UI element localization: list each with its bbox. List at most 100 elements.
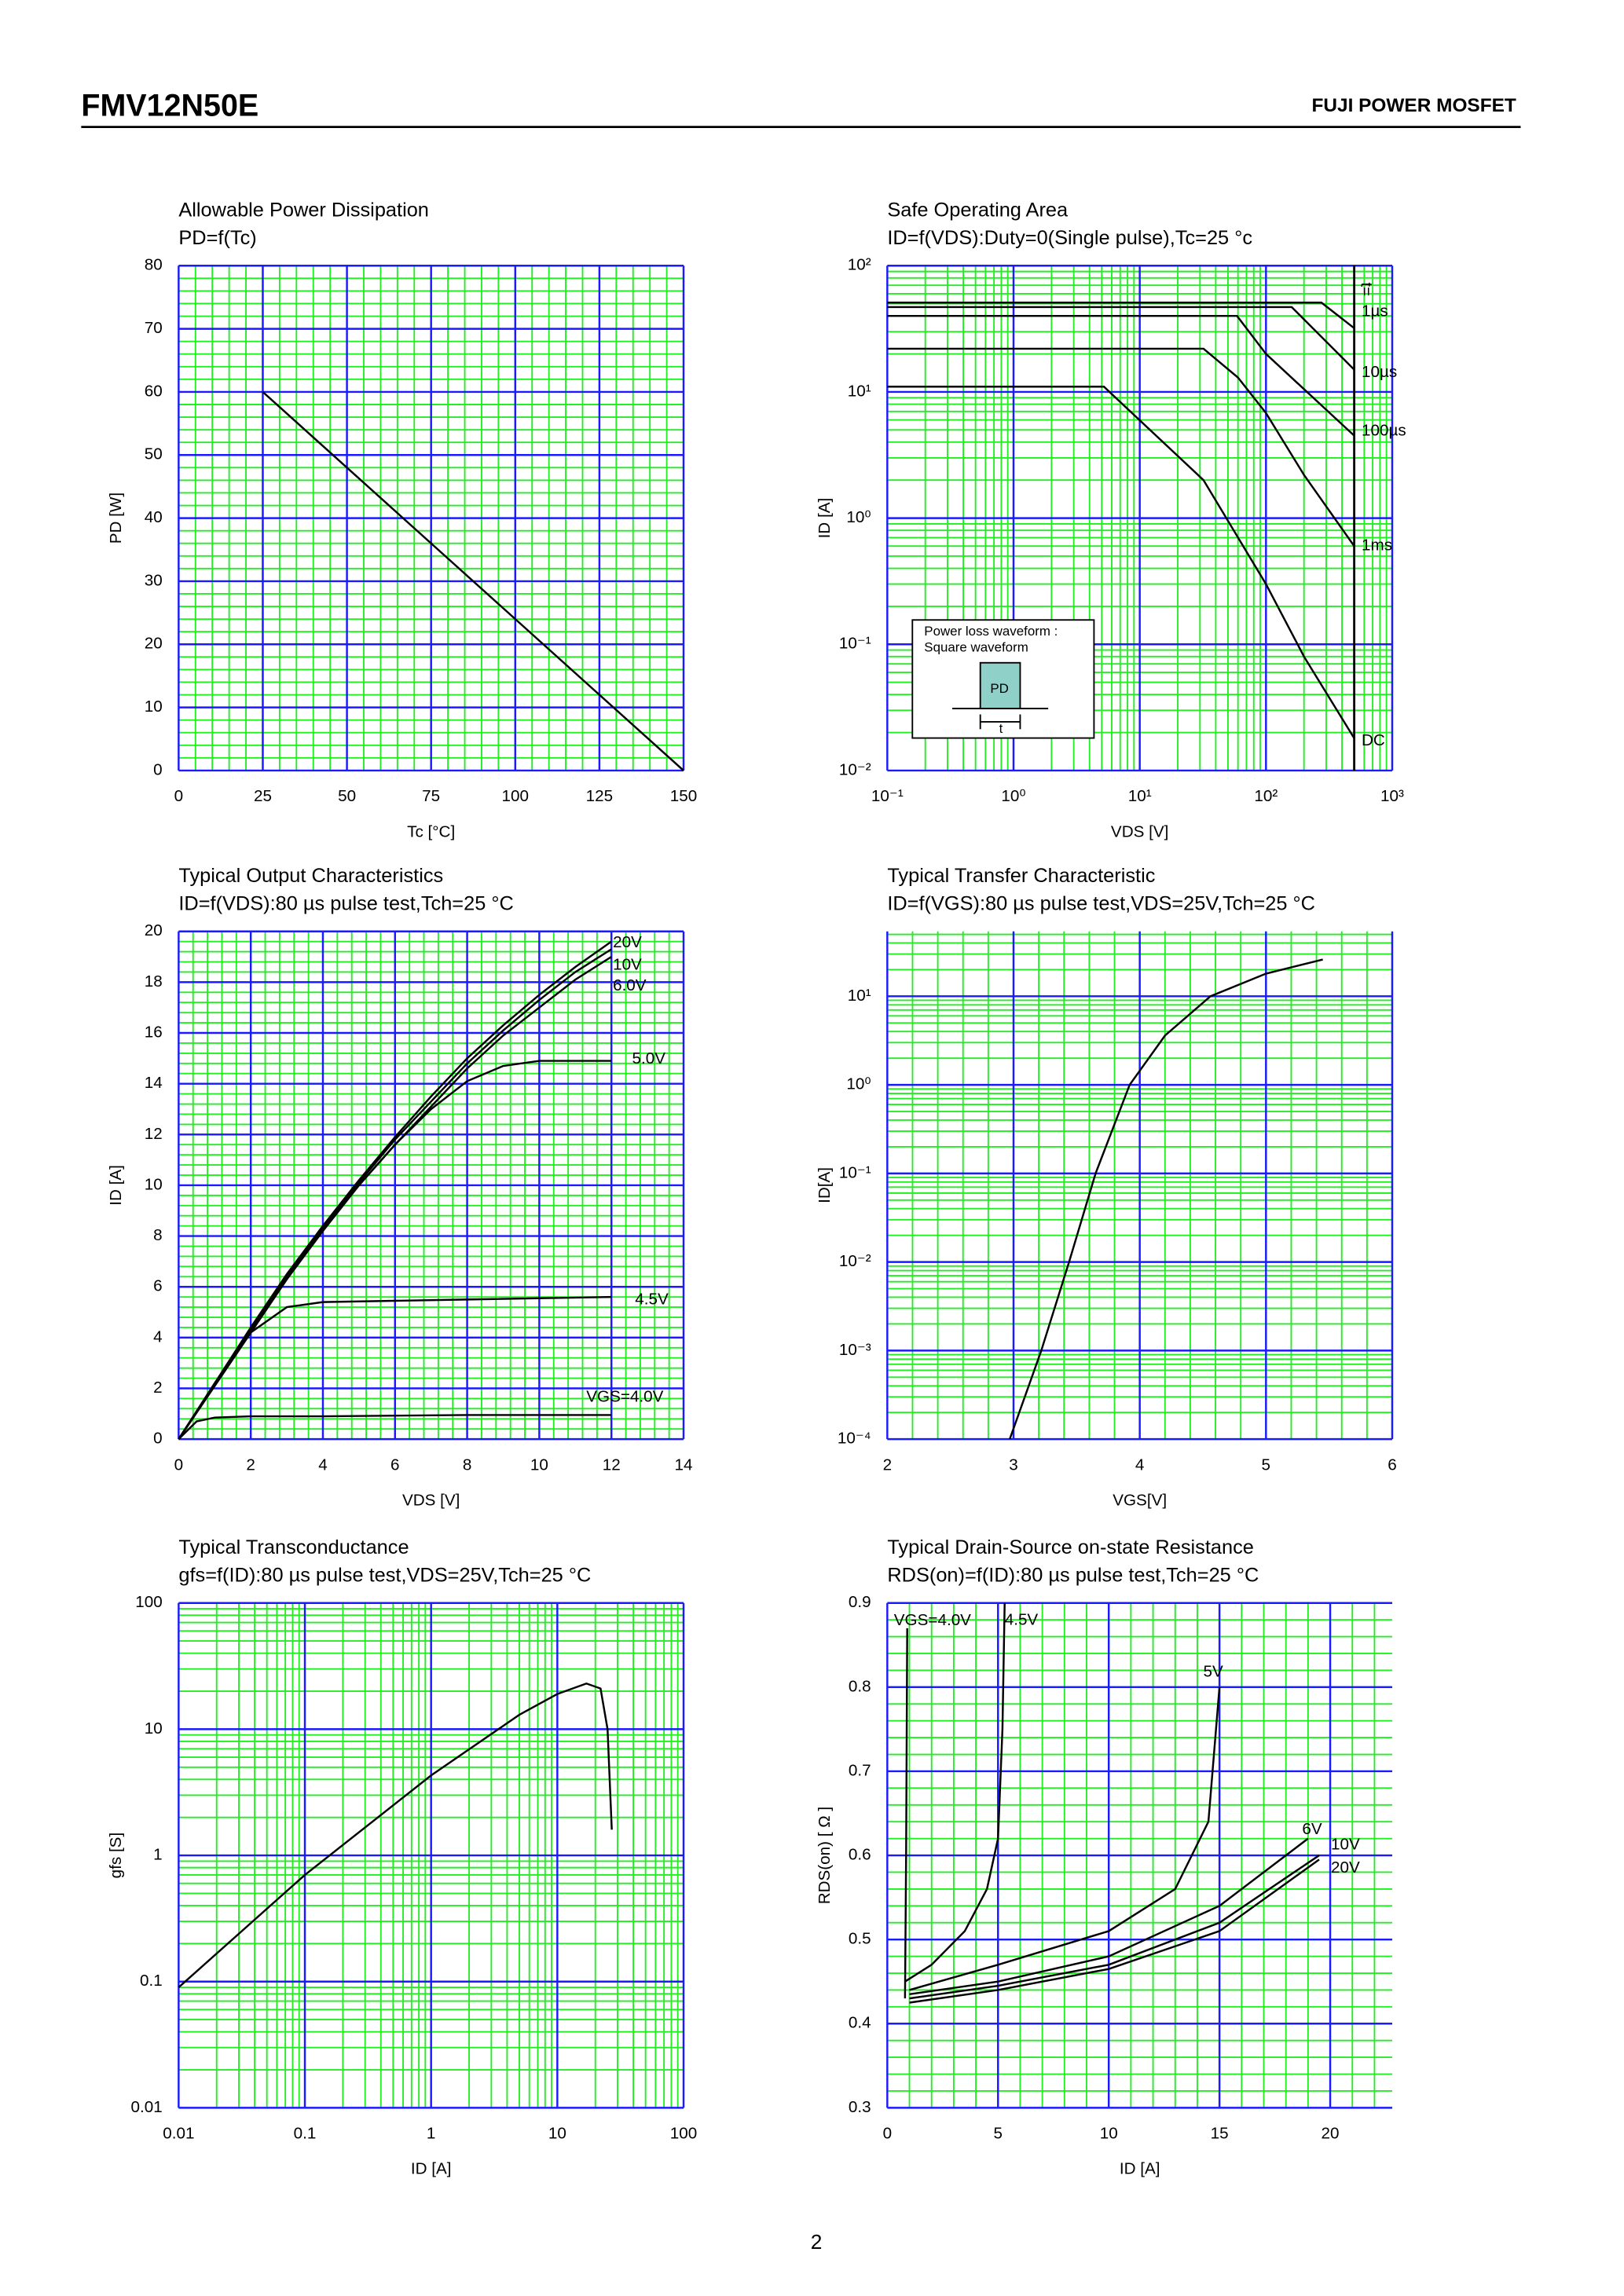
- y-tick-label: 10²: [848, 256, 871, 274]
- curve: [904, 1628, 908, 1999]
- chart-title: Typical Transfer Characteristic: [887, 865, 1155, 887]
- x-tick-label: 1: [427, 2125, 436, 2143]
- y-tick-label: 18: [145, 972, 163, 991]
- chart-title: Typical Transconductance: [178, 1536, 409, 1558]
- y-tick-label: 1: [153, 1846, 163, 1864]
- y-tick-label: 50: [145, 445, 163, 463]
- x-tick-label: 14: [675, 1456, 693, 1474]
- y-tick-label: 10⁻¹: [839, 635, 871, 653]
- chart-subtitle: RDS(on)=f(ID):80 µs pulse test,Tch=25 °C: [887, 1565, 1259, 1587]
- x-tick-label: 100: [670, 2125, 697, 2143]
- y-tick-label: 6: [153, 1277, 163, 1295]
- y-tick-label: 4: [153, 1327, 163, 1346]
- y-tick-label: 0.6: [849, 1846, 871, 1864]
- x-tick-label: 10: [548, 2125, 566, 2143]
- chart-subtitle: ID=f(VDS):Duty=0(Single pulse),Tc=25 °c: [887, 227, 1252, 249]
- y-tick-label: 0.01: [130, 2098, 162, 2116]
- x-tick-label: 10: [1100, 2125, 1118, 2143]
- curve: [909, 1858, 1320, 2004]
- y-tick-label: 0.9: [849, 1593, 871, 1611]
- y-tick-label: 0.3: [849, 2098, 871, 2116]
- pulse-width-label: t: [999, 721, 1003, 736]
- x-tick-label: 10: [530, 1456, 548, 1474]
- curve: [887, 347, 1355, 547]
- y-tick-label: 10⁰: [846, 1075, 871, 1093]
- y-tick-label: 10⁻²: [839, 760, 871, 778]
- pulse-shape: [979, 661, 1021, 709]
- curve: [887, 302, 1355, 329]
- curve-label: 10V: [1331, 1835, 1360, 1853]
- y-tick-label: 10⁻¹: [839, 1163, 871, 1181]
- curve: [909, 1837, 1309, 1995]
- x-tick-label: 10⁰: [1001, 787, 1025, 805]
- y-axis-label: PD [W]: [107, 493, 125, 544]
- product-series: FUJI POWER MOSFET: [1311, 95, 1516, 116]
- chart-subtitle: gfs=f(ID):80 µs pulse test,VDS=25V,Tch=2…: [178, 1565, 591, 1587]
- y-tick-label: 100: [135, 1593, 162, 1611]
- inset-text: Power loss waveform :: [924, 624, 1058, 639]
- x-tick-label: 50: [338, 787, 356, 805]
- curve-label: 6.0V: [613, 976, 647, 994]
- x-tick-label: 125: [586, 787, 613, 805]
- curve: [1009, 958, 1323, 1440]
- x-tick-label: 25: [254, 787, 272, 805]
- curve-label: 4.5V: [635, 1290, 669, 1308]
- x-axis-label: ID [A]: [411, 2160, 452, 2178]
- y-tick-label: 20: [145, 635, 163, 653]
- part-number: FMV12N50E: [81, 89, 258, 123]
- curve: [909, 1855, 1320, 2000]
- annotation: t=: [1358, 282, 1376, 296]
- y-tick-label: 8: [153, 1226, 163, 1244]
- x-tick-label: 10¹: [1128, 787, 1152, 805]
- y-tick-label: 10¹: [848, 382, 871, 400]
- y-axis-label: RDS(on) [ Ω ]: [816, 1807, 834, 1904]
- curve-label: 5V: [1203, 1663, 1223, 1681]
- chart-title: Safe Operating Area: [887, 199, 1069, 221]
- curve-label: 1µs: [1362, 302, 1388, 320]
- curve-label: 10V: [613, 955, 642, 973]
- x-tick-label: 10³: [1380, 787, 1404, 805]
- y-axis-label: gfs [S]: [107, 1833, 125, 1879]
- x-tick-label: 0.01: [163, 2125, 194, 2143]
- y-tick-label: 0.7: [849, 1761, 871, 1779]
- curve: [262, 391, 684, 771]
- x-tick-label: 15: [1211, 2125, 1229, 2143]
- x-tick-label: 2: [883, 1456, 893, 1474]
- x-tick-label: 0: [174, 1456, 184, 1474]
- y-tick-label: 16: [145, 1023, 163, 1041]
- x-tick-label: 6: [390, 1456, 400, 1474]
- chart-subtitle: ID=f(VDS):80 µs pulse test,Tch=25 °C: [178, 893, 513, 915]
- y-tick-label: 10: [145, 1175, 163, 1193]
- y-tick-label: 2: [153, 1379, 163, 1397]
- curve: [178, 1295, 612, 1440]
- x-axis-label: Tc [°C]: [407, 822, 455, 840]
- curve: [178, 1682, 613, 1988]
- y-tick-label: 0: [153, 1430, 163, 1448]
- curve-label: VGS=4.0V: [586, 1387, 663, 1405]
- y-tick-label: 0: [153, 760, 163, 778]
- y-tick-label: 10⁻³: [839, 1341, 871, 1359]
- x-tick-label: 150: [670, 787, 697, 805]
- x-tick-label: 8: [463, 1456, 472, 1474]
- chart-subtitle: PD=f(Tc): [178, 227, 256, 249]
- x-tick-label: 6: [1388, 1456, 1397, 1474]
- curve-label: VGS=4.0V: [894, 1611, 971, 1629]
- y-tick-label: 10: [145, 1719, 163, 1738]
- curve: [887, 386, 1355, 739]
- curve: [887, 306, 1355, 371]
- x-tick-label: 0: [174, 787, 184, 805]
- x-tick-label: 0: [883, 2125, 893, 2143]
- x-tick-label: 100: [502, 787, 529, 805]
- y-tick-label: 10⁰: [846, 508, 871, 526]
- curve-label: 1ms: [1362, 536, 1392, 555]
- y-tick-label: 14: [145, 1074, 163, 1092]
- y-axis-label: ID[A]: [816, 1167, 834, 1203]
- x-tick-label: 0.1: [294, 2125, 317, 2143]
- y-tick-label: 60: [145, 382, 163, 400]
- x-tick-label: 10⁻¹: [871, 787, 904, 805]
- x-axis-label: VDS [V]: [402, 1492, 460, 1510]
- curve-label: 20V: [1331, 1858, 1360, 1877]
- x-tick-label: 4: [318, 1456, 328, 1474]
- curve-label: 10µs: [1362, 363, 1397, 381]
